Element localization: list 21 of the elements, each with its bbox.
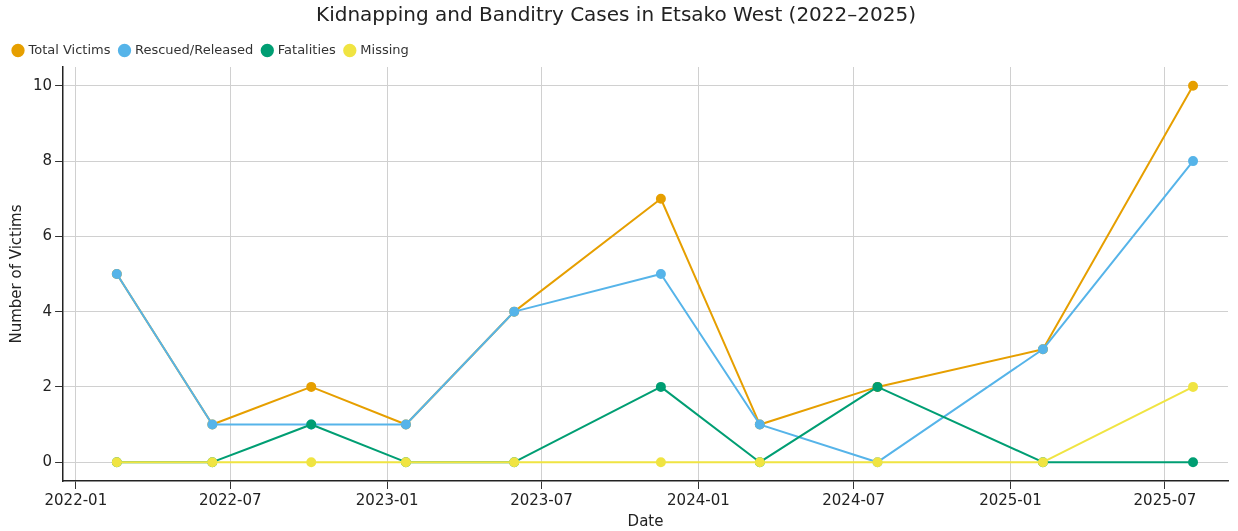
legend-label: Total Victims — [27, 41, 111, 57]
y-tick-label: 10 — [32, 75, 53, 94]
legend-label: Missing — [360, 41, 409, 57]
y-tick-label: 0 — [42, 452, 53, 471]
x-tick-label: 2022-07 — [198, 490, 262, 509]
y-tick-label: 4 — [42, 301, 53, 320]
legend-label: Fatalities — [277, 41, 337, 57]
x-tick-label: 2025-07 — [1133, 490, 1197, 509]
legend-label: Rescued/Released — [135, 41, 254, 57]
x-tick-label: 2023-01 — [355, 490, 419, 509]
x-axis-title: Date — [627, 511, 664, 530]
x-tick-label: 2025-01 — [979, 490, 1042, 509]
y-tick-label: 2 — [42, 376, 53, 395]
x-tick-label: 2024-07 — [822, 490, 885, 509]
x-tick-label: 2023-07 — [510, 490, 573, 509]
y-tick-label: 6 — [42, 226, 53, 245]
y-axis-title: Number of Victims — [6, 204, 25, 344]
x-tick-label: 2022-01 — [44, 490, 108, 509]
chart-title: Kidnapping and Banditry Cases in Etsako West (2022–2025) — [316, 2, 916, 27]
y-tick-label: 8 — [42, 150, 53, 169]
x-tick-label: 2024-01 — [667, 490, 730, 509]
